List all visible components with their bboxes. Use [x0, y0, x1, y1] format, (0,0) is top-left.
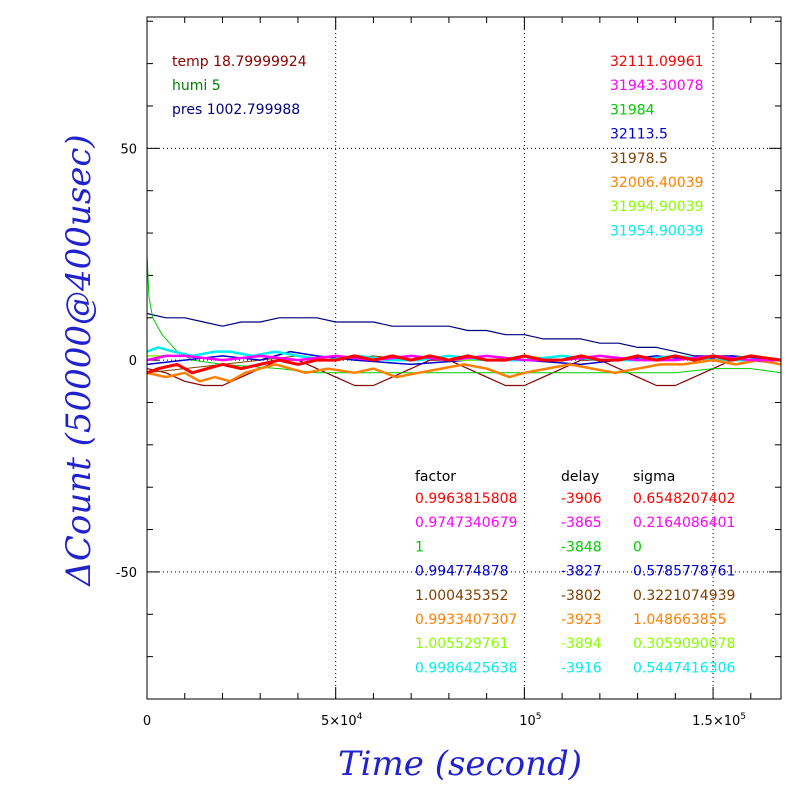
- table-cell-sigma: 0.5785778761: [633, 564, 735, 580]
- table-cell-delay: -3865: [561, 515, 602, 531]
- environment-pres: pres 1002.799988: [172, 102, 300, 118]
- table-cell-sigma: 0.5447416306: [633, 660, 736, 676]
- table-cell-factor: 1.005529761: [415, 636, 509, 652]
- environment-temp: temp 18.79999924: [172, 54, 307, 70]
- series-count: 31984: [610, 102, 655, 118]
- series-count: 31994.90039: [610, 199, 704, 215]
- x-tick-label: 105: [519, 712, 541, 729]
- fit-parameter-table: factor delay sigma 0.9963815808 -3906 0.65482…: [415, 469, 736, 676]
- series-line: [146, 354, 782, 375]
- table-cell-factor: 0.9747340679: [415, 515, 517, 531]
- table-cell-sigma: 1.048663855: [633, 612, 727, 628]
- x-tick-label: 1.5×105: [692, 712, 746, 729]
- table-cell-sigma: 0.2164086401: [633, 515, 735, 531]
- table-cell-delay: -3802: [561, 588, 602, 604]
- x-tick-label: 0: [143, 714, 151, 729]
- plot-frame: [146, 16, 782, 700]
- x-tick-label: 5×104: [321, 712, 363, 729]
- table-header-factor: factor: [415, 469, 456, 485]
- y-tick-label: 50: [120, 142, 137, 157]
- series-count: 31978.5: [610, 151, 668, 167]
- series-line: [146, 254, 782, 374]
- table-cell-sigma: 0.6548207402: [633, 491, 735, 507]
- table-header-sigma: sigma: [633, 469, 675, 485]
- environment-humi: humi 5: [172, 78, 221, 94]
- y-axis-title: ΔCount (50000@400usec): [59, 134, 99, 587]
- series-line: [146, 358, 782, 383]
- x-axis-title: Time (second): [338, 744, 582, 784]
- table-cell-sigma: 0.3221074939: [633, 588, 735, 604]
- table-cell-factor: 0.9963815808: [415, 491, 517, 507]
- pres-line: [146, 312, 781, 361]
- table-cell-factor: 0.9933407307: [415, 612, 517, 628]
- series-count: 31943.30078: [610, 78, 704, 94]
- series-count: 32111.09961: [610, 54, 704, 70]
- table-cell-delay: -3916: [561, 660, 602, 676]
- table-cell-sigma: 0: [633, 539, 642, 555]
- table-header-delay: delay: [561, 469, 599, 485]
- y-tick-label: 0: [129, 354, 137, 369]
- y-tick-label: -50: [116, 566, 137, 581]
- series-count: 32113.5: [610, 127, 668, 143]
- table-cell-factor: 0.9986425638: [415, 660, 517, 676]
- table-cell-factor: 1.000435352: [415, 588, 509, 604]
- data-series: [146, 254, 782, 387]
- table-cell-factor: 0.994774878: [415, 564, 509, 580]
- series-count: 31954.90039: [610, 223, 704, 239]
- table-cell-delay: -3848: [561, 539, 602, 555]
- table-cell-delay: -3827: [561, 564, 602, 580]
- series-counts: 32111.09961 31943.30078 31984 32113.5 31978.…: [610, 54, 704, 239]
- table-cell-factor: 1: [415, 539, 424, 555]
- table-cell-delay: -3906: [561, 491, 602, 507]
- table-cell-delay: -3894: [561, 636, 602, 652]
- series-count: 32006.40039: [610, 175, 704, 191]
- table-cell-delay: -3923: [561, 612, 602, 628]
- table-cell-sigma: 0.3059090078: [633, 636, 735, 652]
- environment-readings: temp 18.79999924 humi 5 pres 1002.799988: [172, 54, 307, 118]
